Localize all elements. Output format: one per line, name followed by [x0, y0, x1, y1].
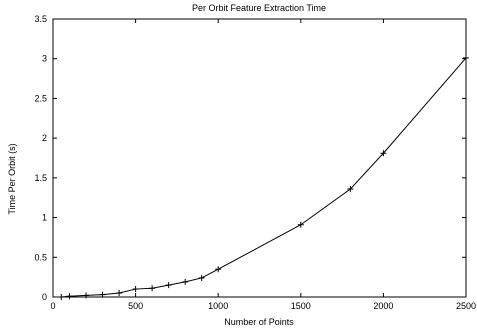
data-point [215, 266, 222, 273]
x-axis-label: Number of Points [224, 317, 294, 327]
data-point [132, 286, 139, 293]
data-point [463, 54, 469, 61]
data-point [297, 221, 304, 228]
series-layer [58, 54, 469, 300]
x-tick-label: 2500 [456, 301, 476, 311]
data-point [66, 293, 73, 300]
data-point [149, 285, 156, 292]
x-tick-label: 0 [50, 301, 55, 311]
data-point [182, 278, 189, 285]
data-point [99, 291, 106, 298]
x-axis: 0 500 1000 1500 2000 2500 [50, 19, 476, 311]
y-axis-label: Time Per Orbit (s) [7, 143, 17, 214]
data-point [380, 150, 387, 157]
y-tick-label: 0 [42, 292, 47, 302]
y-axis: 0 0.5 1 1.5 2 2.5 3 3.5 [34, 14, 466, 302]
data-point [116, 290, 123, 297]
chart-title: Per Orbit Feature Extraction Time [192, 3, 326, 13]
x-tick-label: 2000 [373, 301, 393, 311]
y-tick-label: 0.5 [34, 252, 47, 262]
x-tick-label: 1000 [208, 301, 228, 311]
y-tick-label: 2.5 [34, 93, 47, 103]
y-tick-label: 3 [42, 54, 47, 64]
y-tick-label: 2 [42, 133, 47, 143]
data-point [347, 185, 354, 192]
y-tick-label: 3.5 [34, 14, 47, 24]
x-tick-label: 500 [128, 301, 143, 311]
y-tick-label: 1.5 [34, 173, 47, 183]
data-point [198, 274, 205, 281]
plot-frame [52, 18, 467, 298]
x-tick-label: 1500 [291, 301, 311, 311]
y-tick-label: 1 [42, 213, 47, 223]
data-point [165, 282, 172, 289]
data-point [58, 294, 65, 300]
data-point [83, 292, 90, 299]
series-line [61, 57, 467, 298]
